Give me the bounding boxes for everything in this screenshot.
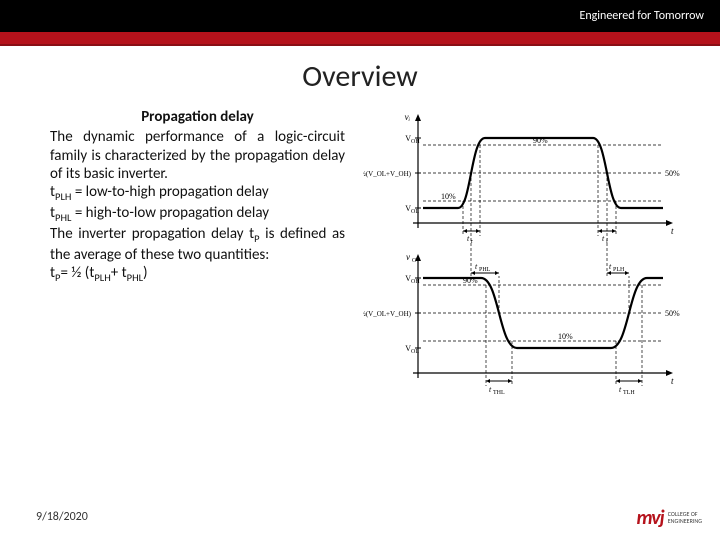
logo-text: mvj <box>636 506 663 530</box>
body-tplh: tPLH = low-to-high propagation delay <box>50 183 345 204</box>
body-tphl: tPHL = high-to-low propagation delay <box>50 204 345 225</box>
vi-label: vᵢ <box>405 112 411 122</box>
footer-date: 9/18/2020 <box>36 510 88 524</box>
svg-text:PHL: PHL <box>479 267 491 273</box>
svg-text:O: O <box>412 258 417 264</box>
svg-text:THL: THL <box>493 390 505 396</box>
p50b: 50% <box>665 309 680 318</box>
svg-text:t: t <box>475 262 478 271</box>
tagline: Engineered for Tomorrow <box>579 9 704 23</box>
p10b: 10% <box>558 332 573 341</box>
eq-s3: PHL <box>127 271 143 284</box>
svg-text:t: t <box>467 234 470 243</box>
eq-s2: PLH <box>94 271 110 284</box>
svg-text:½(V_OL+V_OH): ½(V_OL+V_OH) <box>363 310 412 318</box>
p50: 50% <box>665 169 680 178</box>
svg-text:t: t <box>602 234 605 243</box>
svg-text:r: r <box>471 239 473 245</box>
svg-text:PLH: PLH <box>613 267 625 273</box>
timing-diagram: vᵢ t VOH ½(V_OL+V_OH) VOL 90% 50% 10% <box>363 108 683 398</box>
t-rest: = low-to-high propagation delay <box>71 183 268 201</box>
accent-band <box>0 32 720 46</box>
svg-text:OH: OH <box>411 139 420 145</box>
text-column: Propagation delay The dynamic performanc… <box>50 108 345 398</box>
body-para2: The inverter propagation delay tP is def… <box>50 225 345 264</box>
svg-text:TLH: TLH <box>623 390 635 396</box>
p10: 10% <box>441 192 456 201</box>
t-sub: PLH <box>55 190 71 203</box>
eq-b: = ½ (t <box>60 264 94 282</box>
p90b: 90% <box>463 276 478 285</box>
svg-text:v: v <box>406 252 410 262</box>
p90: 90% <box>533 136 548 145</box>
body-heading: Propagation delay <box>50 108 345 126</box>
t-sub: PHL <box>55 211 71 224</box>
content-row: Propagation delay The dynamic performanc… <box>50 108 690 398</box>
p2a: The inverter propagation delay t <box>50 225 254 243</box>
svg-text:t: t <box>671 226 674 236</box>
t-rest: = high-to-low propagation delay <box>71 204 269 222</box>
svg-text:½(V_OL+V_OH): ½(V_OL+V_OH) <box>363 170 412 178</box>
svg-text:OL: OL <box>411 209 419 215</box>
body-eq: tP= ½ (tPLH+ tPHL) <box>50 264 345 285</box>
eq-c: + t <box>111 264 127 282</box>
header-band: Engineered for Tomorrow <box>0 0 720 32</box>
svg-text:t: t <box>619 385 622 394</box>
svg-text:t: t <box>671 376 674 386</box>
logo-sub2: ENGINEERING <box>668 517 702 525</box>
svg-text:OL: OL <box>411 349 419 355</box>
svg-text:t: t <box>609 262 612 271</box>
svg-text:OH: OH <box>411 279 420 285</box>
page-title: Overview <box>0 58 720 95</box>
svg-text:f: f <box>606 238 608 245</box>
logo-sub: COLLEGE OF ENGINEERING <box>668 511 702 524</box>
svg-text:t: t <box>489 385 492 394</box>
body-para1: The dynamic performance of a logic-circu… <box>50 128 345 183</box>
figure-column: vᵢ t VOH ½(V_OL+V_OH) VOL 90% 50% 10% <box>363 108 690 398</box>
logo: mvj COLLEGE OF ENGINEERING <box>636 506 702 530</box>
eq-d: ) <box>143 264 148 282</box>
